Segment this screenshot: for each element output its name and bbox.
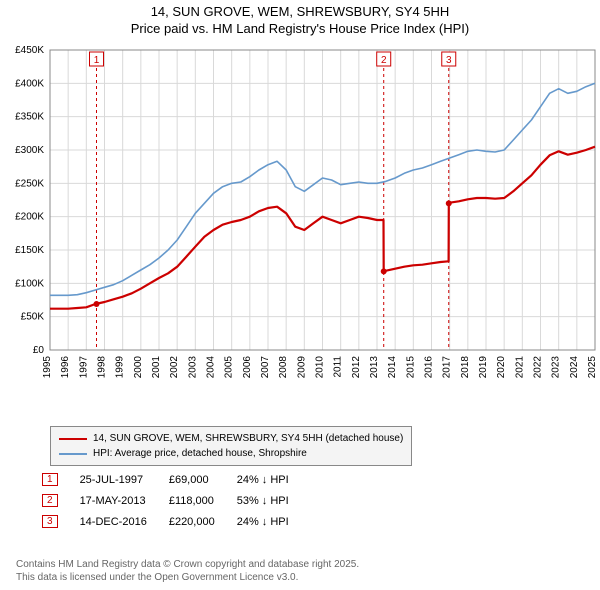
svg-text:£100K: £100K — [15, 278, 44, 289]
legend: 14, SUN GROVE, WEM, SHREWSBURY, SY4 5HH … — [50, 426, 412, 466]
svg-text:2004: 2004 — [206, 356, 217, 379]
title-line-2: Price paid vs. HM Land Registry's House … — [0, 21, 600, 38]
svg-text:1: 1 — [94, 55, 100, 66]
sale-price: £220,000 — [169, 512, 235, 531]
sale-row: 2 17-MAY-2013£118,00053% ↓ HPI — [42, 491, 309, 510]
svg-text:£450K: £450K — [15, 45, 44, 56]
sale-date: 25-JUL-1997 — [80, 470, 167, 489]
svg-text:£400K: £400K — [15, 78, 44, 89]
svg-text:£0: £0 — [33, 345, 45, 356]
sales-table: 125-JUL-1997£69,00024% ↓ HPI217-MAY-2013… — [40, 468, 311, 533]
svg-text:2005: 2005 — [224, 356, 235, 379]
legend-swatch-1 — [59, 438, 87, 440]
svg-text:2008: 2008 — [278, 356, 289, 379]
svg-text:2001: 2001 — [151, 356, 162, 379]
svg-text:2003: 2003 — [187, 356, 198, 379]
svg-text:1997: 1997 — [78, 356, 89, 379]
svg-text:2019: 2019 — [478, 356, 489, 379]
svg-text:2007: 2007 — [260, 356, 271, 379]
svg-text:2020: 2020 — [496, 356, 507, 379]
sale-delta: 24% ↓ HPI — [237, 470, 309, 489]
sale-row: 1 25-JUL-1997£69,00024% ↓ HPI — [42, 470, 309, 489]
legend-swatch-2 — [59, 453, 87, 455]
svg-text:£250K: £250K — [15, 178, 44, 189]
svg-text:1999: 1999 — [115, 356, 126, 379]
chart-title: 14, SUN GROVE, WEM, SHREWSBURY, SY4 5HH … — [0, 0, 600, 38]
svg-text:2017: 2017 — [442, 356, 453, 379]
svg-text:2023: 2023 — [551, 356, 562, 379]
legend-label-2: HPI: Average price, detached house, Shro… — [93, 446, 307, 461]
sale-badge: 2 — [42, 494, 58, 507]
svg-text:1998: 1998 — [97, 356, 108, 379]
svg-text:2009: 2009 — [296, 356, 307, 379]
svg-text:2002: 2002 — [169, 356, 180, 379]
svg-text:£50K: £50K — [21, 312, 45, 323]
legend-label-1: 14, SUN GROVE, WEM, SHREWSBURY, SY4 5HH … — [93, 431, 403, 446]
svg-text:2011: 2011 — [333, 356, 344, 378]
chart-area: £0 £50K £100K £150K £200K £250K £300K £350K £400… — [0, 40, 600, 420]
svg-text:2010: 2010 — [315, 356, 326, 379]
svg-text:2021: 2021 — [514, 356, 525, 379]
sale-row: 3 14-DEC-2016£220,00024% ↓ HPI — [42, 512, 309, 531]
svg-text:2006: 2006 — [242, 356, 253, 379]
sale-delta: 24% ↓ HPI — [237, 512, 309, 531]
svg-text:£200K: £200K — [15, 212, 44, 223]
sale-date: 17-MAY-2013 — [80, 491, 167, 510]
svg-text:2013: 2013 — [369, 356, 380, 379]
sale-delta: 53% ↓ HPI — [237, 491, 309, 510]
legend-row-2: HPI: Average price, detached house, Shro… — [59, 446, 403, 461]
sale-date: 14-DEC-2016 — [80, 512, 167, 531]
svg-text:1996: 1996 — [60, 356, 71, 379]
footer: Contains HM Land Registry data © Crown c… — [16, 558, 584, 584]
sale-badge: 1 — [42, 473, 58, 486]
sale-price: £118,000 — [169, 491, 235, 510]
svg-text:2024: 2024 — [569, 356, 580, 379]
svg-text:£300K: £300K — [15, 145, 44, 156]
svg-text:2022: 2022 — [533, 356, 544, 379]
svg-text:2012: 2012 — [351, 356, 362, 379]
svg-text:2016: 2016 — [424, 356, 435, 379]
sale-price: £69,000 — [169, 470, 235, 489]
sale-badge: 3 — [42, 515, 58, 528]
svg-text:£150K: £150K — [15, 245, 44, 256]
svg-text:3: 3 — [446, 55, 452, 66]
svg-text:2014: 2014 — [387, 356, 398, 379]
title-line-1: 14, SUN GROVE, WEM, SHREWSBURY, SY4 5HH — [0, 4, 600, 21]
svg-text:2025: 2025 — [587, 356, 598, 379]
svg-text:£350K: £350K — [15, 112, 44, 123]
legend-row-1: 14, SUN GROVE, WEM, SHREWSBURY, SY4 5HH … — [59, 431, 403, 446]
svg-text:2015: 2015 — [405, 356, 416, 379]
footer-line-1: Contains HM Land Registry data © Crown c… — [16, 558, 584, 571]
svg-text:2018: 2018 — [460, 356, 471, 379]
svg-text:1995: 1995 — [42, 356, 53, 379]
chart-svg: £0 £50K £100K £150K £200K £250K £300K £350K £400… — [0, 40, 600, 420]
svg-text:2000: 2000 — [133, 356, 144, 379]
footer-line-2: This data is licensed under the Open Gov… — [16, 571, 584, 584]
svg-text:2: 2 — [381, 55, 387, 66]
